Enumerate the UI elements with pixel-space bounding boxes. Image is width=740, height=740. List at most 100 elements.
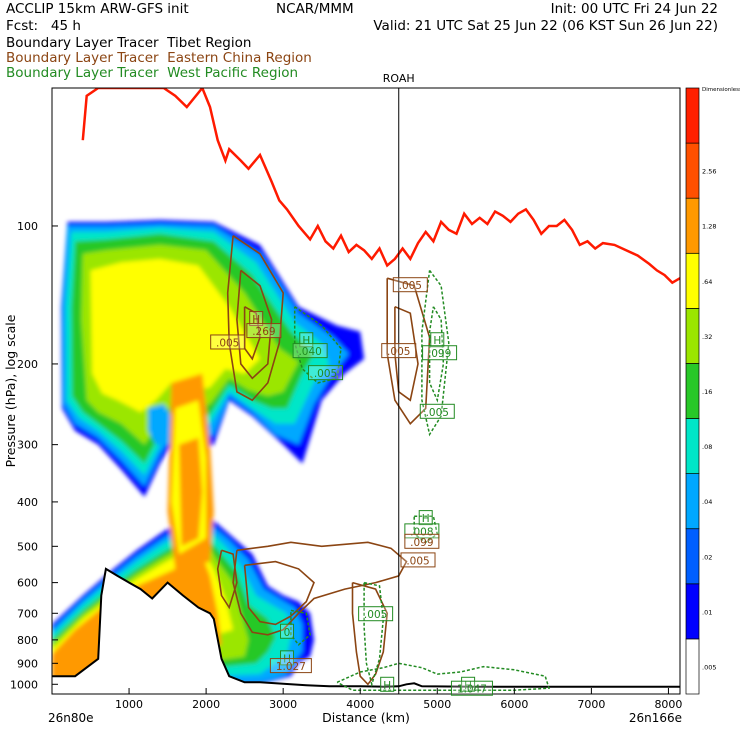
- eastern-china-contour: [232, 541, 408, 636]
- colorbar-segment: [685, 583, 700, 640]
- contour-label: H: [422, 513, 430, 525]
- colorbar-level-label: .64: [702, 278, 712, 286]
- contour-label-box: [280, 623, 295, 639]
- contour-label: H: [433, 335, 441, 347]
- colorbar-segment: [685, 87, 700, 144]
- terrain-mask: [52, 568, 680, 694]
- colorbar-segment: [685, 418, 700, 474]
- x-tick-label: 5000: [423, 698, 451, 711]
- header-center: NCAR/MMM: [276, 1, 354, 17]
- contour-label-box: [292, 343, 328, 359]
- contour-label-box: [392, 277, 428, 293]
- west-pacific-contour: [293, 306, 342, 384]
- eastern-china-contour: [236, 269, 273, 380]
- contour-label-box: [210, 334, 246, 350]
- contour-label: .005: [314, 368, 337, 380]
- contour-label-box: [380, 676, 395, 692]
- contour-label: H: [252, 314, 260, 326]
- x-start-label: 26n80e: [48, 711, 94, 725]
- contour-label: .005: [399, 280, 422, 292]
- x-tick-label: 3000: [269, 698, 297, 711]
- contour-label-box: [358, 606, 394, 622]
- contour-label: 1.047: [457, 684, 487, 696]
- eastern-china-contour: [386, 277, 431, 425]
- colorbar-level-label: 1.28: [702, 223, 716, 231]
- eastern-china-contour: [216, 549, 238, 610]
- contour-label: H: [302, 335, 310, 347]
- colorbar-segment: [685, 638, 700, 695]
- y-tick-label: 100: [17, 220, 38, 233]
- west-pacific-contour: [421, 269, 450, 437]
- x-tick-label: 2000: [192, 698, 220, 711]
- colorbar-segment: [685, 308, 700, 364]
- tracer-label-tibet: Boundary Layer Tracer Tibet Region: [6, 35, 252, 51]
- contour-label-box: [246, 323, 282, 339]
- y-tick-label: 200: [17, 358, 38, 371]
- contour-label-box: [280, 650, 295, 666]
- contour-label-box: [249, 311, 264, 327]
- contour-label: .005: [216, 337, 239, 349]
- colorbar-level-label: .16: [702, 388, 712, 396]
- x-axis-label: Distance (km): [322, 710, 410, 725]
- contour-label: .269: [252, 326, 275, 338]
- colorbar-level-label: .04: [702, 498, 712, 506]
- west-pacific-contour: [428, 306, 445, 403]
- colorbar-level-label: .005: [702, 663, 716, 671]
- tracer-shading: [52, 219, 365, 685]
- colorbar-level-label: .01: [702, 608, 712, 616]
- contour-label: .005: [426, 407, 449, 419]
- contour-label-box: [400, 552, 436, 568]
- contour-label: 0: [284, 627, 291, 639]
- contour-label-box: [430, 332, 445, 348]
- contour-label: 1.027: [276, 661, 306, 673]
- eastern-china-contour: [226, 235, 285, 402]
- x-tick-label: 4000: [346, 698, 374, 711]
- colorbar-segment: [685, 528, 700, 585]
- west-pacific-contour: [336, 662, 551, 691]
- header-left-1: ACCLIP 15km ARW-GFS init: [6, 1, 189, 17]
- contour-label: H: [464, 680, 472, 692]
- colorbar-segment: [685, 363, 700, 419]
- y-tick-label: 700: [17, 607, 38, 620]
- contour-label: .040: [298, 346, 321, 358]
- x-tick-label: 7000: [577, 698, 605, 711]
- tracer-fill-patch: [148, 404, 176, 445]
- contour-label-box: [418, 510, 433, 526]
- eastern-china-contour: [243, 560, 315, 626]
- contour-label: .008: [410, 526, 433, 538]
- colorbar-segment: [685, 252, 700, 309]
- contour-label-box: [404, 533, 440, 549]
- tracer-label-west-pacific: Boundary Layer Tracer West Pacific Regio…: [6, 65, 299, 81]
- contour-label: H: [283, 653, 291, 665]
- west-pacific-contour: [363, 581, 385, 688]
- x-tick-label: 8000: [654, 698, 682, 711]
- contour-label-box: [381, 343, 417, 359]
- colorbar-level-label: .08: [702, 443, 712, 451]
- roah-marker-label: ROAH: [383, 72, 415, 85]
- terrain-line: [52, 567, 680, 688]
- colorbar-segment: [685, 197, 700, 254]
- contour-label-box: [422, 345, 458, 361]
- red-level-line: [81, 88, 680, 285]
- contour-label: .099: [428, 348, 451, 360]
- colorbar-level-label: 2.56: [702, 168, 716, 176]
- y-tick-label: 600: [17, 577, 38, 590]
- header-left-2: Fcst: 45 h: [6, 18, 81, 34]
- header-right-2: Valid: 21 UTC Sat 25 Jun 22 (06 KST Sun …: [373, 18, 718, 34]
- plot-frame: [51, 87, 681, 695]
- colorbar-level-label: .32: [702, 333, 712, 341]
- y-tick-label: 1000: [10, 678, 38, 691]
- y-tick-label: 300: [17, 439, 38, 452]
- eastern-china-contour: [351, 581, 389, 686]
- contour-label: H: [383, 680, 391, 692]
- colorbar-segment: [685, 142, 700, 199]
- colorbar-segment: [685, 473, 700, 530]
- tracer-fill-column-orange: [179, 437, 203, 547]
- west-pacific-contour: [290, 609, 311, 646]
- y-tick-label: 800: [17, 634, 38, 647]
- y-tick-label: 500: [17, 540, 38, 553]
- contour-label: .005: [364, 609, 387, 621]
- x-end-label: 26n166e: [629, 711, 682, 725]
- colorbar-level-label: .02: [702, 553, 712, 561]
